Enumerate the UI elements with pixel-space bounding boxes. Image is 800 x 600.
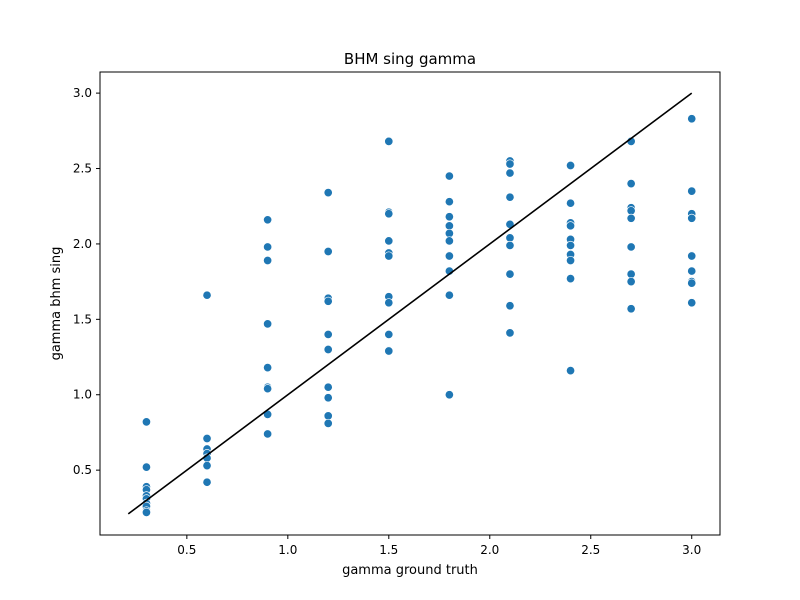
scatter-point bbox=[384, 346, 394, 356]
scatter-point bbox=[202, 477, 212, 487]
scatter-point bbox=[384, 329, 394, 339]
scatter-point bbox=[444, 221, 454, 231]
scatter-point bbox=[444, 290, 454, 300]
scatter-points bbox=[141, 114, 697, 517]
scatter-point bbox=[384, 298, 394, 308]
scatter-point bbox=[566, 198, 576, 208]
y-tick-label: 2.5 bbox=[73, 162, 92, 176]
scatter-point bbox=[505, 301, 515, 311]
scatter-point bbox=[202, 433, 212, 444]
scatter-point bbox=[566, 160, 576, 171]
x-tick-label: 3.0 bbox=[682, 543, 701, 557]
scatter-point bbox=[566, 255, 576, 266]
scatter-point bbox=[626, 242, 636, 252]
scatter-point bbox=[263, 429, 273, 439]
scatter-point bbox=[323, 418, 333, 428]
y-tick-label: 3.0 bbox=[73, 86, 92, 100]
scatter-point bbox=[505, 328, 515, 338]
scatter-point bbox=[444, 228, 454, 238]
scatter-point bbox=[323, 246, 333, 257]
identity-line-group bbox=[127, 92, 693, 515]
scatter-point bbox=[444, 171, 454, 181]
scatter-point bbox=[141, 507, 151, 517]
scatter-point bbox=[566, 221, 576, 231]
scatter-point bbox=[323, 296, 333, 306]
y-tick-label: 1.0 bbox=[73, 388, 92, 402]
identity-line bbox=[127, 92, 693, 515]
x-tick-label: 0.5 bbox=[177, 543, 196, 557]
scatter-point bbox=[626, 213, 636, 223]
scatter-point bbox=[687, 251, 697, 261]
scatter-point bbox=[263, 255, 273, 266]
scatter-point bbox=[444, 251, 454, 261]
scatter-point bbox=[505, 269, 515, 279]
scatter-point bbox=[444, 197, 454, 207]
scatter-point bbox=[263, 384, 273, 394]
scatter-point bbox=[141, 417, 151, 427]
scatter-point bbox=[263, 319, 273, 329]
x-axis: 0.5 1.0 1.5 2.0 2.5 3.0 bbox=[177, 535, 701, 557]
scatter-point bbox=[323, 188, 333, 198]
x-tick-label: 2.5 bbox=[581, 543, 600, 557]
scatter-point bbox=[505, 240, 515, 250]
scatter-point bbox=[626, 304, 636, 314]
scatter-point bbox=[566, 274, 576, 284]
scatter-point bbox=[505, 233, 515, 243]
scatter-point bbox=[687, 298, 697, 308]
scatter-point bbox=[687, 266, 697, 276]
y-tick-label: 0.5 bbox=[73, 463, 92, 477]
scatter-point bbox=[505, 192, 515, 202]
scatter-point bbox=[202, 461, 212, 471]
scatter-point bbox=[323, 382, 333, 392]
scatter-point bbox=[384, 251, 394, 261]
scatter-point bbox=[687, 186, 697, 196]
x-tick-label: 2.0 bbox=[480, 543, 499, 557]
scatter-point bbox=[687, 114, 697, 124]
y-axis: 0.5 1.0 1.5 2.0 2.5 3.0 bbox=[73, 86, 100, 477]
scatter-point bbox=[323, 393, 333, 403]
x-tick-label: 1.0 bbox=[278, 543, 297, 557]
scatter-point bbox=[323, 344, 333, 355]
scatter-point bbox=[444, 236, 454, 246]
y-tick-label: 1.5 bbox=[73, 312, 92, 326]
scatter-point bbox=[141, 462, 151, 472]
scatter-point bbox=[505, 159, 515, 169]
scatter-point bbox=[444, 390, 454, 400]
scatter-point bbox=[323, 411, 333, 421]
scatter-point bbox=[626, 277, 636, 287]
scatter-point bbox=[626, 179, 636, 189]
scatter-point bbox=[626, 206, 636, 216]
scatter-point bbox=[263, 242, 273, 252]
plot-area-frame bbox=[99, 71, 721, 536]
scatter-point bbox=[626, 269, 636, 279]
scatter-point bbox=[263, 363, 273, 373]
scatter-point bbox=[687, 213, 697, 223]
chart-title: BHM sing gamma bbox=[344, 50, 476, 68]
x-tick-label: 1.5 bbox=[379, 543, 398, 557]
scatter-point bbox=[444, 212, 454, 222]
y-tick-label: 2.0 bbox=[73, 237, 92, 251]
scatter-point bbox=[384, 236, 394, 246]
x-axis-label: gamma ground truth bbox=[342, 563, 478, 578]
scatter-point bbox=[263, 215, 273, 225]
y-axis-label: gamma bhm sing bbox=[49, 247, 64, 361]
scatter-point bbox=[384, 209, 394, 219]
scatter-point bbox=[202, 290, 212, 300]
scatter-point bbox=[323, 329, 333, 339]
scatter-point bbox=[384, 136, 394, 146]
scatter-point bbox=[566, 240, 576, 250]
scatter-point bbox=[687, 278, 697, 288]
scatter-point bbox=[505, 168, 515, 178]
scatter-point bbox=[566, 366, 576, 376]
